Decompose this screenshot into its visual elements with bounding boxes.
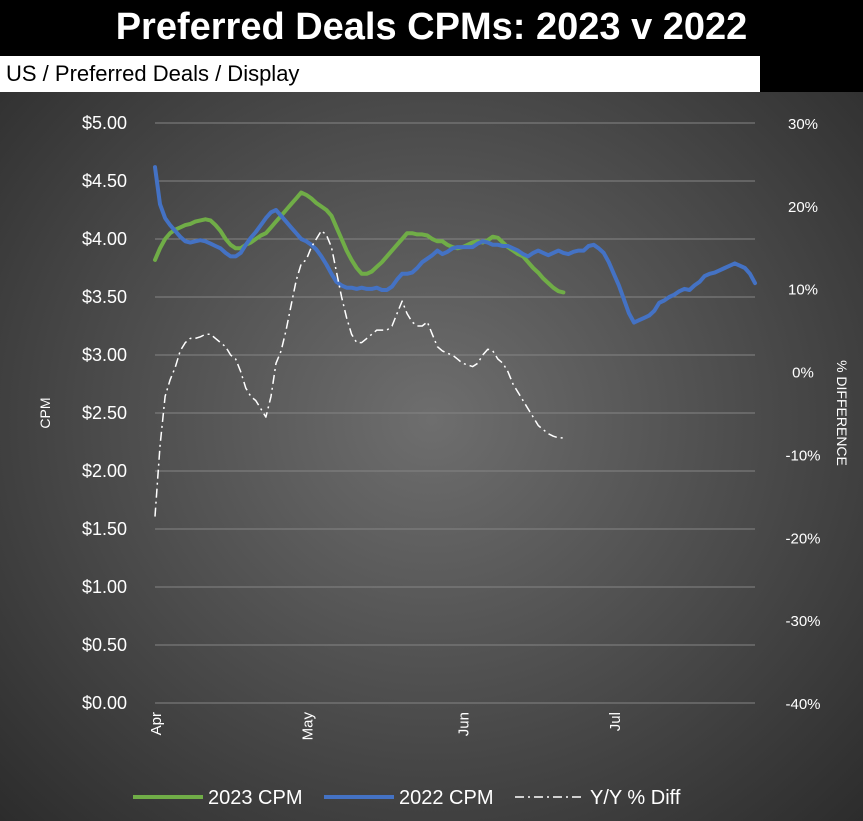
y2-tick-label: -10% (785, 447, 820, 464)
y2-tick-label: 20% (788, 199, 818, 216)
x-tick-label: Jun (456, 712, 473, 736)
series-line-y-y-diff (154, 229, 564, 517)
y-tick-label: $1.50 (82, 519, 127, 539)
y2-axis-title: % DIFFERENCE (834, 360, 850, 466)
x-tick-label: Apr (148, 712, 165, 735)
y-tick-label: $3.00 (82, 345, 127, 365)
y-tick-label: $3.50 (82, 287, 127, 307)
legend-label: 2022 CPM (399, 787, 494, 809)
y2-tick-label: -40% (785, 696, 820, 713)
series-line-2023-cpm (153, 190, 566, 295)
y2-tick-label: 0% (792, 365, 814, 382)
y-axis-title: CPM (37, 397, 53, 428)
y-tick-label: $4.00 (82, 229, 127, 249)
chart-title: Preferred Deals CPMs: 2023 v 2022 (0, 0, 863, 56)
y-tick-label: $2.00 (82, 461, 127, 481)
chart-subtitle: US / Preferred Deals / Display (0, 56, 760, 92)
y-tick-label: $0.00 (82, 693, 127, 713)
x-tick-label: May (299, 712, 316, 741)
y2-tick-label: 10% (788, 282, 818, 299)
y2-tick-label: 30% (788, 116, 818, 133)
y-tick-label: $0.50 (82, 635, 127, 655)
y2-tick-label: -30% (785, 613, 820, 630)
y-tick-label: $4.50 (82, 171, 127, 191)
y-tick-label: $2.50 (82, 403, 127, 423)
series-line-2022-cpm (153, 165, 757, 325)
legend-label: Y/Y % Diff (590, 787, 681, 809)
y-tick-label: $5.00 (82, 113, 127, 133)
legend-label: 2023 CPM (208, 787, 303, 809)
y2-tick-label: -20% (785, 530, 820, 547)
x-tick-label: Jul (607, 712, 624, 731)
plot-background (0, 92, 863, 821)
y-tick-label: $1.00 (82, 577, 127, 597)
